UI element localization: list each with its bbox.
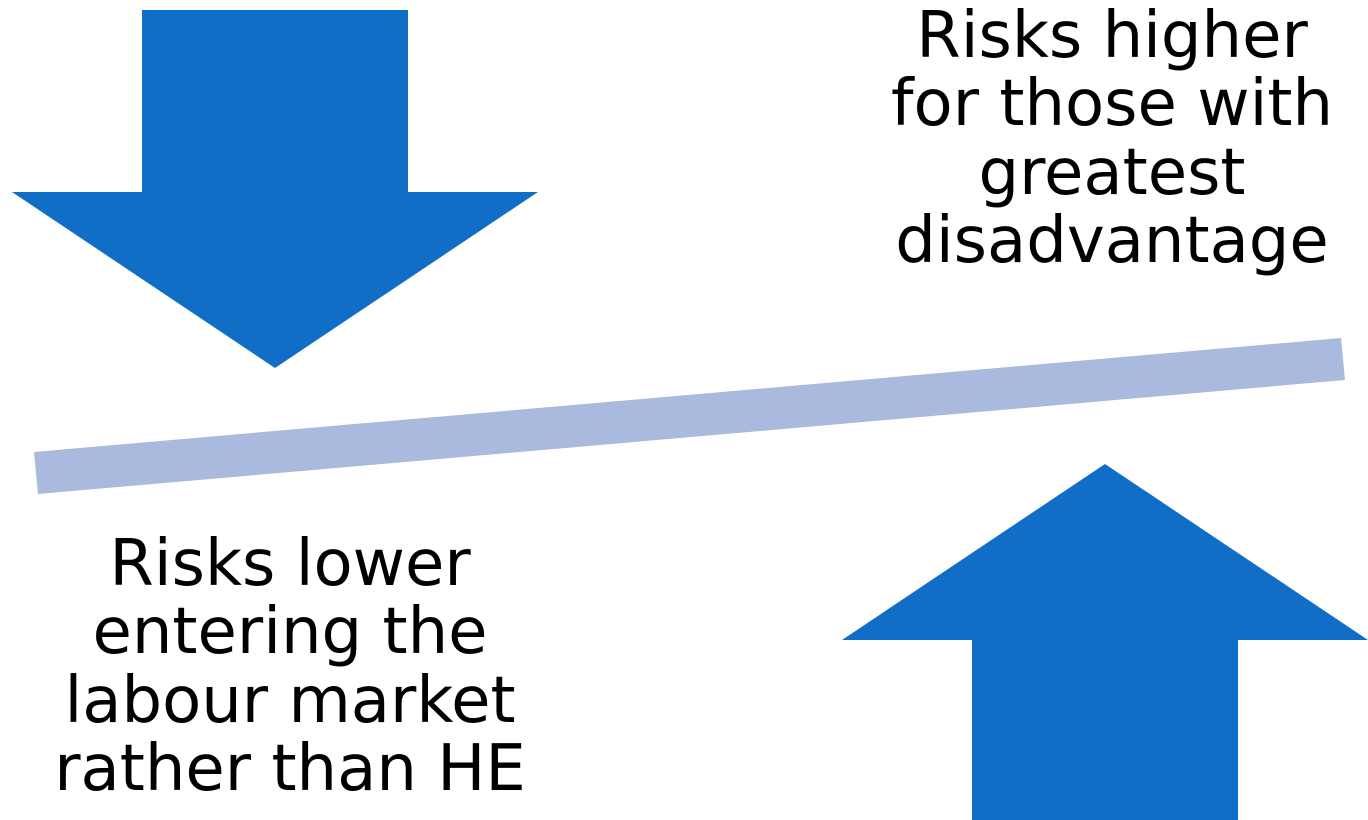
down-arrow-icon (12, 10, 538, 368)
risks-higher-line-1: Risks higher (916, 0, 1308, 73)
risks-lower-line-4: rather than HE (54, 732, 526, 807)
risks-higher-line-3: greatest (978, 135, 1246, 210)
risks-lower-line-1: Risks lower (109, 527, 471, 601)
risks-higher-line-4: disadvantage (895, 204, 1329, 279)
risks-higher-label: Risks higher for those with greatest dis… (860, 2, 1364, 276)
risks-lower-line-2: entering the (92, 595, 488, 670)
up-arrow-icon (842, 464, 1368, 820)
risks-higher-line-2: for those with (891, 67, 1333, 142)
balance-beam (34, 338, 1345, 494)
risks-lower-line-3: labour market (64, 663, 516, 738)
risks-lower-label: Risks lower entering the labour market r… (40, 530, 540, 804)
